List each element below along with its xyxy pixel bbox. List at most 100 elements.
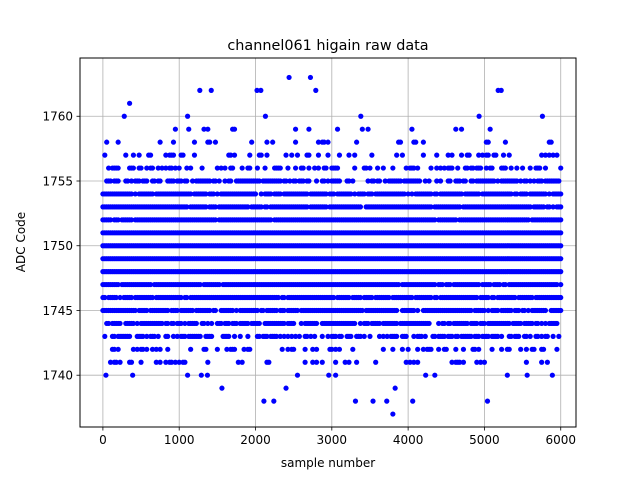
data-point bbox=[191, 152, 198, 158]
data-point bbox=[117, 320, 123, 327]
data-point bbox=[153, 359, 159, 365]
data-point bbox=[403, 359, 409, 365]
data-point bbox=[409, 191, 415, 197]
data-point bbox=[125, 178, 131, 184]
data-point bbox=[476, 191, 482, 197]
data-point bbox=[298, 320, 304, 327]
data-point bbox=[447, 178, 453, 184]
data-point bbox=[550, 333, 556, 339]
data-point bbox=[189, 178, 196, 184]
data-point bbox=[476, 346, 482, 352]
data-point bbox=[323, 204, 329, 210]
data-point bbox=[241, 346, 247, 352]
data-point bbox=[399, 152, 405, 158]
data-point bbox=[207, 307, 213, 314]
data-point bbox=[479, 152, 486, 158]
data-point bbox=[304, 204, 310, 210]
data-point bbox=[130, 320, 137, 327]
data-point bbox=[495, 333, 501, 339]
data-point bbox=[296, 333, 302, 339]
data-point bbox=[556, 178, 562, 184]
data-point bbox=[111, 333, 117, 339]
data-point bbox=[285, 333, 291, 339]
data-point bbox=[373, 359, 379, 365]
data-point bbox=[453, 346, 459, 352]
data-point bbox=[308, 333, 314, 339]
data-point bbox=[197, 281, 203, 288]
data-point bbox=[147, 281, 154, 288]
data-point bbox=[283, 152, 289, 158]
data-point bbox=[558, 269, 564, 275]
data-point bbox=[237, 333, 243, 339]
data-point bbox=[149, 294, 156, 301]
data-point bbox=[107, 359, 114, 365]
data-point bbox=[144, 346, 150, 352]
data-point bbox=[184, 204, 190, 210]
data-point bbox=[170, 178, 177, 184]
data-point bbox=[102, 152, 108, 158]
data-point bbox=[410, 398, 416, 404]
data-point bbox=[525, 307, 531, 314]
data-point bbox=[165, 346, 171, 352]
data-point bbox=[361, 333, 367, 339]
data-point bbox=[409, 294, 415, 301]
data-point bbox=[464, 320, 470, 327]
data-point bbox=[247, 165, 253, 171]
data-point bbox=[426, 178, 432, 184]
data-point bbox=[550, 152, 556, 158]
data-point bbox=[130, 372, 136, 378]
data-point bbox=[128, 294, 135, 301]
data-point bbox=[107, 217, 114, 223]
data-point bbox=[256, 178, 262, 184]
data-point bbox=[144, 165, 150, 171]
data-point bbox=[346, 178, 352, 184]
data-point bbox=[258, 152, 264, 158]
data-point bbox=[558, 204, 564, 210]
data-point bbox=[277, 191, 283, 197]
data-point bbox=[266, 359, 272, 365]
data-point bbox=[176, 359, 182, 365]
data-point bbox=[407, 359, 413, 365]
data-point bbox=[115, 346, 121, 352]
data-point bbox=[376, 333, 383, 339]
data-point bbox=[153, 346, 159, 352]
data-point bbox=[178, 320, 184, 327]
data-point bbox=[207, 139, 213, 145]
plot-frame bbox=[79, 57, 577, 428]
x-axis-ticks: 0 1000 2000 3000 4000 5000 6000 bbox=[99, 427, 576, 447]
data-point bbox=[483, 165, 489, 171]
data-point bbox=[397, 139, 404, 145]
data-point bbox=[518, 346, 524, 352]
data-point bbox=[504, 372, 510, 378]
data-point bbox=[546, 191, 552, 197]
data-point bbox=[539, 333, 545, 339]
data-point bbox=[222, 165, 228, 171]
data-point bbox=[346, 294, 352, 301]
data-point bbox=[224, 346, 230, 352]
data-point bbox=[239, 359, 245, 365]
data-point bbox=[380, 346, 386, 352]
data-point bbox=[384, 398, 390, 404]
data-point bbox=[182, 333, 188, 339]
data-point bbox=[203, 191, 209, 197]
data-point bbox=[331, 294, 337, 301]
data-point bbox=[333, 333, 339, 339]
data-point bbox=[476, 333, 482, 339]
data-point bbox=[512, 294, 518, 301]
data-point bbox=[380, 165, 386, 171]
data-point bbox=[546, 204, 552, 210]
data-point bbox=[277, 165, 283, 171]
data-point bbox=[428, 204, 434, 210]
data-point bbox=[228, 178, 234, 184]
data-point bbox=[352, 398, 359, 404]
data-point bbox=[231, 346, 238, 352]
data-point bbox=[121, 113, 127, 119]
data-point bbox=[491, 178, 497, 184]
data-point bbox=[558, 165, 564, 171]
data-point bbox=[115, 139, 121, 145]
data-point bbox=[500, 152, 507, 158]
data-point bbox=[106, 320, 112, 327]
data-point bbox=[365, 178, 371, 184]
data-point bbox=[291, 346, 297, 352]
data-point bbox=[258, 204, 264, 210]
